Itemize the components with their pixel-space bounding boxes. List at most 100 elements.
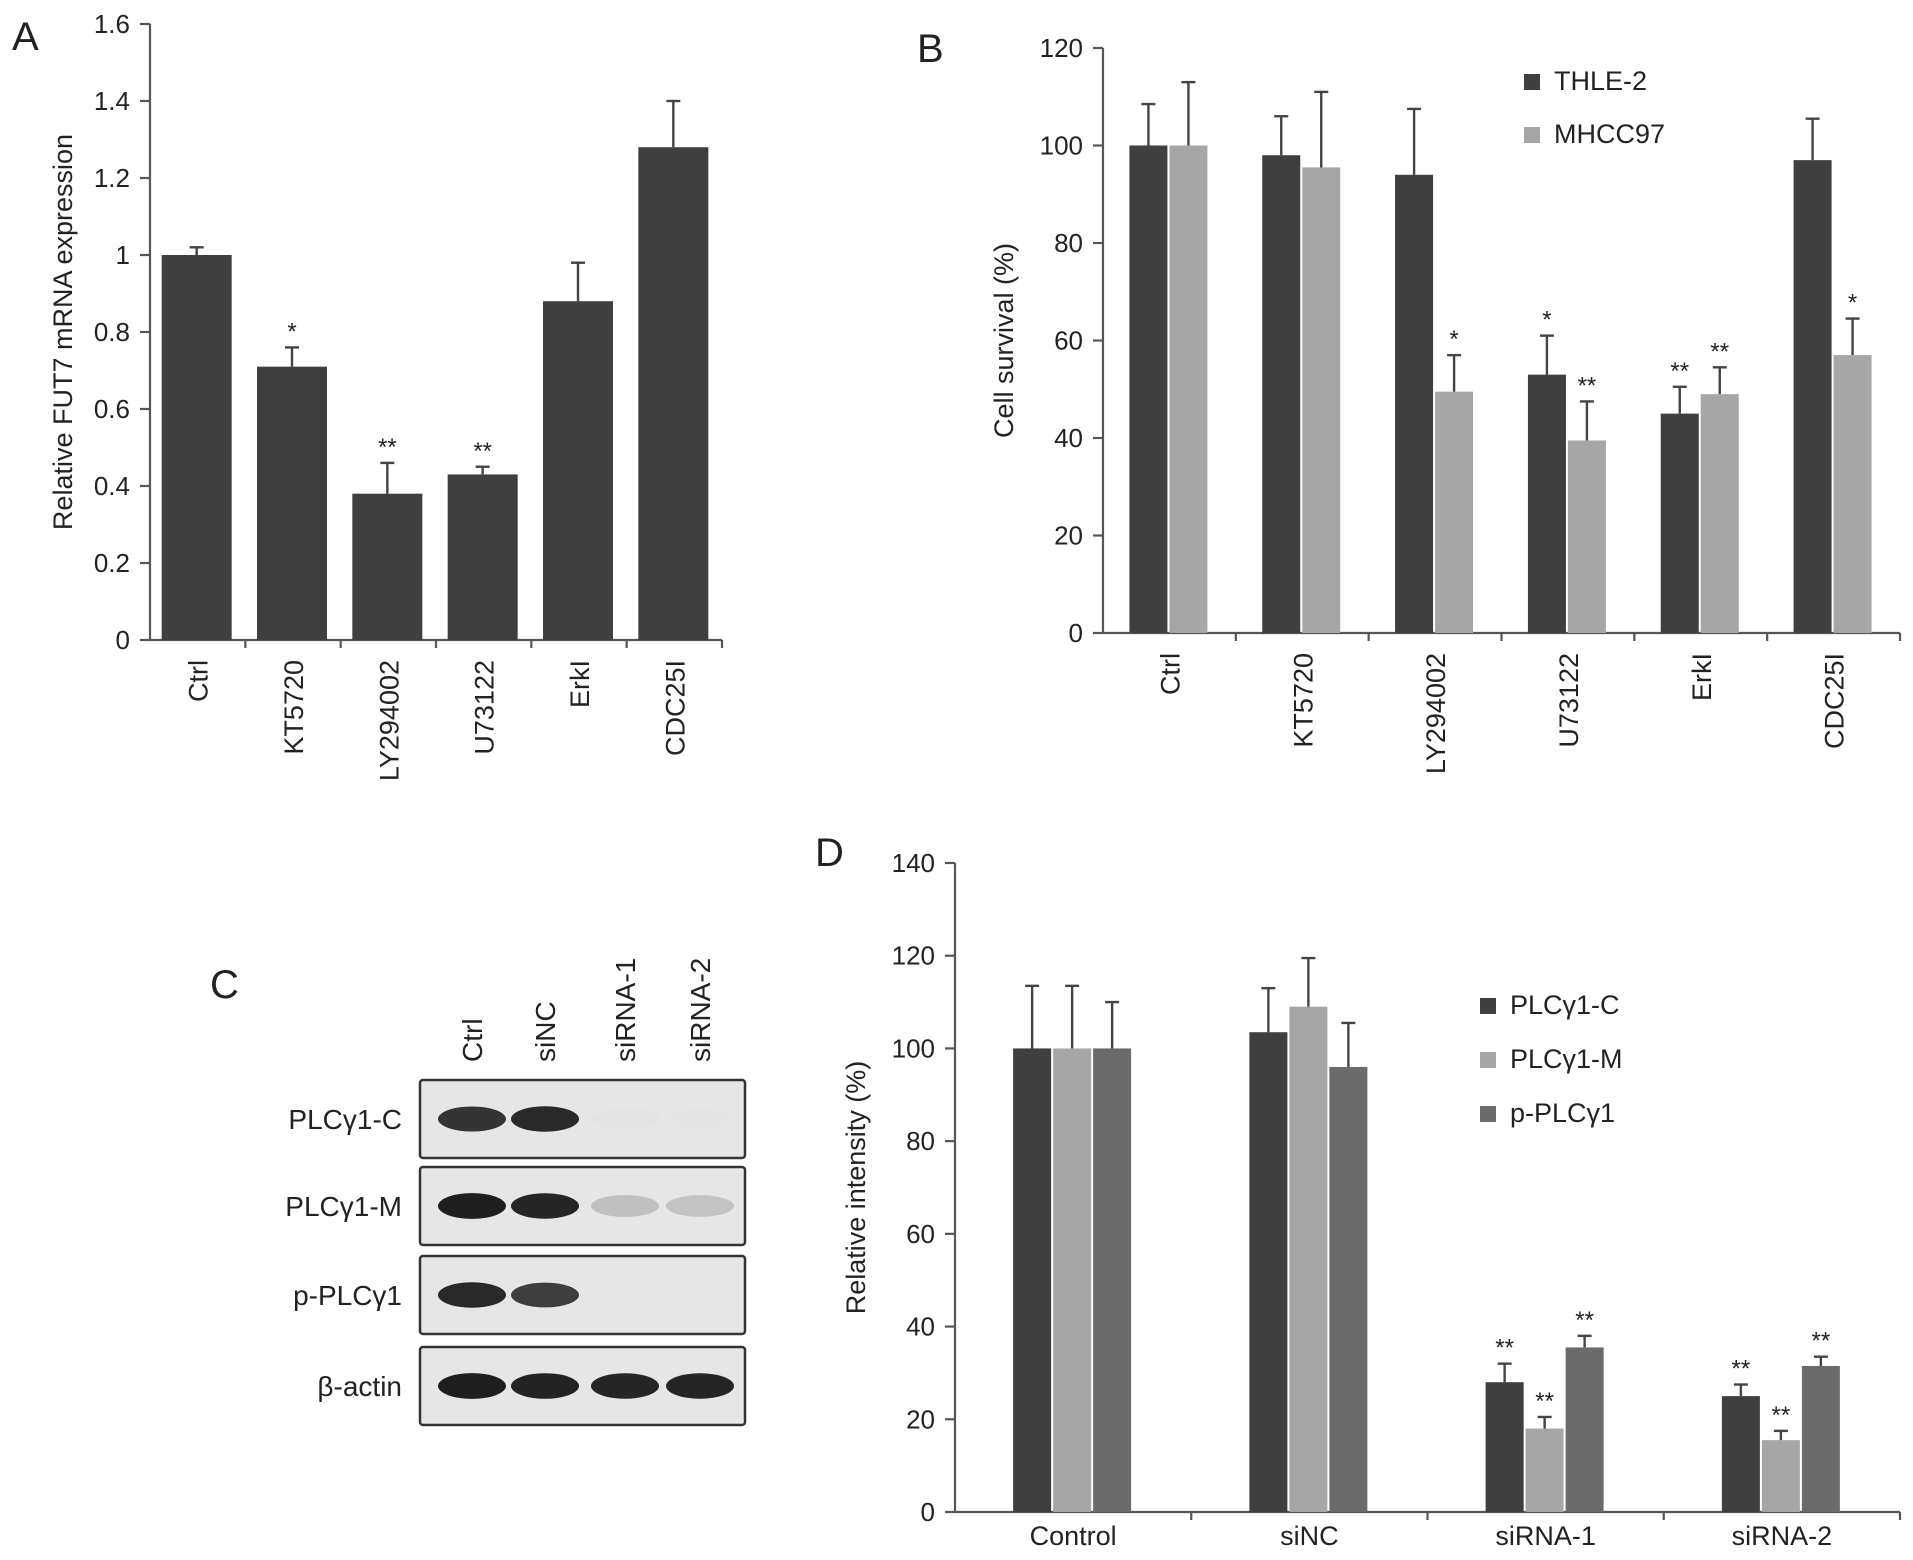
significance-marker: ** [1710, 338, 1729, 365]
significance-marker: ** [1732, 1356, 1751, 1383]
bar [1793, 160, 1832, 633]
blot-band [666, 1108, 734, 1130]
blot-band [438, 1193, 506, 1219]
x-tick-label: CDC25I [1820, 653, 1850, 749]
y-tick-label: 0.4 [94, 471, 130, 501]
legend-swatch [1480, 1052, 1496, 1068]
blot-band [511, 1282, 579, 1308]
significance-marker: * [1542, 307, 1551, 334]
panel-label-d: D [815, 831, 844, 875]
bar [1721, 1396, 1760, 1512]
blot-band [591, 1195, 659, 1217]
legend-swatch [1524, 74, 1540, 90]
y-tick-label: 100 [1040, 131, 1083, 161]
blot-band [438, 1373, 506, 1399]
blot-band [666, 1195, 734, 1217]
lane-label: Ctrl [457, 1018, 488, 1062]
x-tick-label: Ctrl [184, 660, 214, 702]
significance-marker: ** [1772, 1402, 1791, 1429]
lane-label: siRNA-2 [685, 958, 716, 1062]
bar [1129, 145, 1168, 633]
significance-marker: ** [1575, 1307, 1594, 1334]
x-tick-label: siRNA-1 [1495, 1521, 1596, 1551]
y-tick-label: 40 [906, 1312, 935, 1342]
significance-marker: ** [1495, 1335, 1514, 1362]
bar [1700, 394, 1739, 633]
x-tick-label: Ctrl [1155, 653, 1185, 695]
bar [1013, 1048, 1052, 1512]
y-tick-label: 120 [892, 941, 935, 971]
y-tick-label: 20 [1054, 521, 1083, 551]
panel-label-c: C [210, 963, 239, 1007]
bar [1567, 440, 1606, 633]
blot-strip [418, 1254, 747, 1336]
x-tick-label: siNC [1280, 1521, 1339, 1551]
bar [1302, 167, 1341, 633]
x-tick-label: siRNA-2 [1732, 1521, 1833, 1551]
panel-label-a: A [12, 15, 39, 59]
bar [161, 255, 232, 640]
y-tick-label: 60 [906, 1219, 935, 1249]
bar [1249, 1032, 1288, 1512]
bar [1761, 1440, 1800, 1512]
panel-label-b: B [917, 27, 944, 71]
y-tick-label: 0 [116, 625, 130, 655]
bar [1527, 374, 1566, 633]
blot-row-label: PLCγ1-C [288, 1104, 402, 1135]
x-tick-label: U73122 [1554, 653, 1584, 748]
blot-strip [418, 1078, 747, 1160]
legend-swatch [1524, 127, 1540, 143]
legend-label: MHCC97 [1554, 119, 1665, 149]
legend-label: PLCγ1-M [1510, 1044, 1623, 1074]
bar [1565, 1347, 1604, 1512]
bar [1660, 413, 1699, 633]
y-tick-label: 120 [1040, 33, 1083, 63]
x-tick-label: ErkI [565, 660, 595, 708]
bar [1833, 355, 1872, 633]
y-axis-title: Relative FUT7 mRNA expression [48, 134, 78, 530]
x-tick-label: LY294002 [1421, 653, 1451, 774]
y-tick-label: 100 [892, 1033, 935, 1063]
y-tick-label: 1 [116, 240, 130, 270]
bar [1485, 1382, 1524, 1512]
y-tick-label: 1.4 [94, 86, 130, 116]
bar [447, 474, 518, 640]
blot-band [438, 1282, 506, 1308]
bar [1395, 174, 1434, 633]
chart-b: 0 20 40 60 80 100 120 Cell survival (%) Ctrl KT57… [989, 33, 1902, 774]
bar [543, 301, 613, 640]
legend-label: THLE-2 [1554, 66, 1647, 96]
x-tick-label: LY294002 [374, 660, 404, 781]
blot-row-label: β-actin [317, 1371, 402, 1402]
bar [1262, 155, 1301, 633]
y-tick-label: 0.8 [94, 317, 130, 347]
y-tick-label: 0.6 [94, 394, 130, 424]
bar [1289, 1006, 1328, 1512]
y-axis-title: Relative intensity (%) [841, 1061, 871, 1315]
y-tick-label: 140 [892, 848, 935, 878]
bar [1169, 145, 1208, 633]
legend-label: p-PLCγ1 [1510, 1098, 1615, 1128]
legend-label: PLCγ1-C [1510, 990, 1620, 1020]
significance-marker: ** [378, 434, 397, 461]
chart-a: 0 0.2 0.4 0.6 0.8 1 1.2 1.4 1.6 Relative FUT7 mRN… [48, 9, 724, 781]
significance-marker: ** [1578, 372, 1597, 399]
bar [1053, 1048, 1092, 1512]
x-tick-label: U73122 [470, 660, 500, 755]
blot-strip [418, 1165, 747, 1247]
x-tick-label: KT5720 [1288, 653, 1318, 748]
blot-band [511, 1106, 579, 1132]
y-tick-label: 80 [906, 1126, 935, 1156]
bar [1093, 1048, 1132, 1512]
chart-d: 0 20 40 60 80 100 120 140 Relative intensity (%)… [841, 848, 1902, 1551]
y-axis-title: Cell survival (%) [989, 243, 1019, 438]
y-tick-label: 40 [1054, 423, 1083, 453]
lane-label: siRNA-1 [610, 958, 641, 1062]
bar [352, 493, 423, 640]
y-tick-label: 1.2 [94, 163, 130, 193]
bar [638, 147, 709, 640]
blot-band [591, 1373, 659, 1399]
y-tick-label: 0.2 [94, 548, 130, 578]
significance-marker: ** [1670, 358, 1689, 385]
blot-strip [418, 1345, 747, 1427]
